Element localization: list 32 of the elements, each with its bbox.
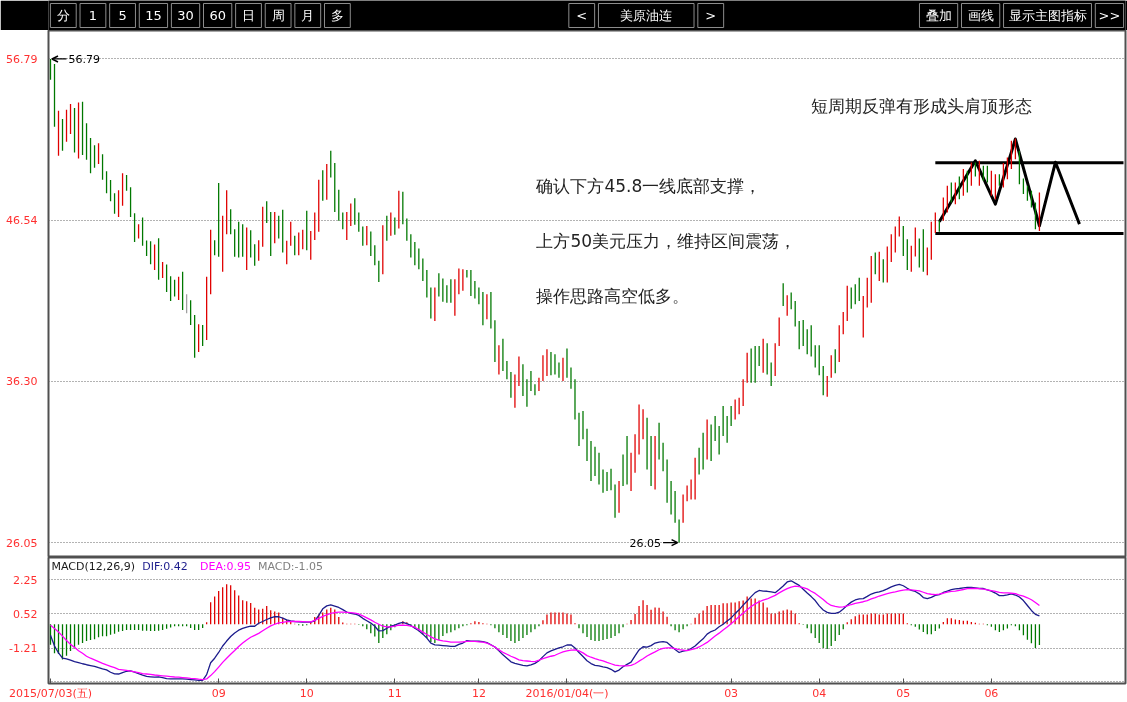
text: 叠加 画线 显示主图指标 >>: [925, 8, 1121, 23]
x-tick-label: 06: [984, 686, 999, 700]
text: 美原油连: [620, 8, 673, 23]
text: MACD:-1.05: [257, 560, 324, 574]
annotation: 操作思路高空低多。: [536, 285, 690, 306]
y-tick-label: 2.25: [13, 573, 38, 587]
annotation: 确认下方45.8一线底部支撑，: [535, 176, 762, 197]
annotation: 26.05: [629, 536, 662, 550]
chart-title: MACD(12,26,9): [51, 560, 136, 574]
x-tick-label: 11: [387, 686, 402, 700]
text: DIF:0.42: [142, 560, 188, 574]
annotation: 上方50美元压力，维持区间震荡，: [536, 231, 797, 252]
x-tick-label: 10: [299, 686, 314, 700]
text: >: [705, 8, 717, 23]
y-tick-label: -1.21: [9, 642, 38, 656]
x-tick-label: 04: [812, 686, 827, 700]
y-tick-label: 46.54: [6, 214, 38, 228]
y-tick-label: 56.79: [6, 52, 38, 66]
x-tick-label: 2016/01/04(一): [525, 686, 609, 700]
annotation: 短周期反弹有形成头肩顶形态: [811, 96, 1033, 117]
x-tick-label: 09: [211, 686, 226, 700]
text: DEA:0.95: [200, 560, 252, 574]
x-tick-label: 05: [896, 686, 911, 700]
y-tick-label: 26.05: [6, 536, 38, 550]
x-tick-label: 2015/07/03(五): [9, 686, 92, 700]
y-tick-label: 36.30: [6, 375, 38, 389]
x-tick-label: 12: [471, 686, 486, 700]
x-tick-label: 03: [724, 686, 739, 700]
y-tick-label: 0.52: [13, 607, 38, 621]
text: 分 1 5 15 30 60 日 周 月 多: [56, 8, 344, 23]
text: <: [576, 8, 588, 23]
data-label: 56.79: [68, 52, 100, 66]
